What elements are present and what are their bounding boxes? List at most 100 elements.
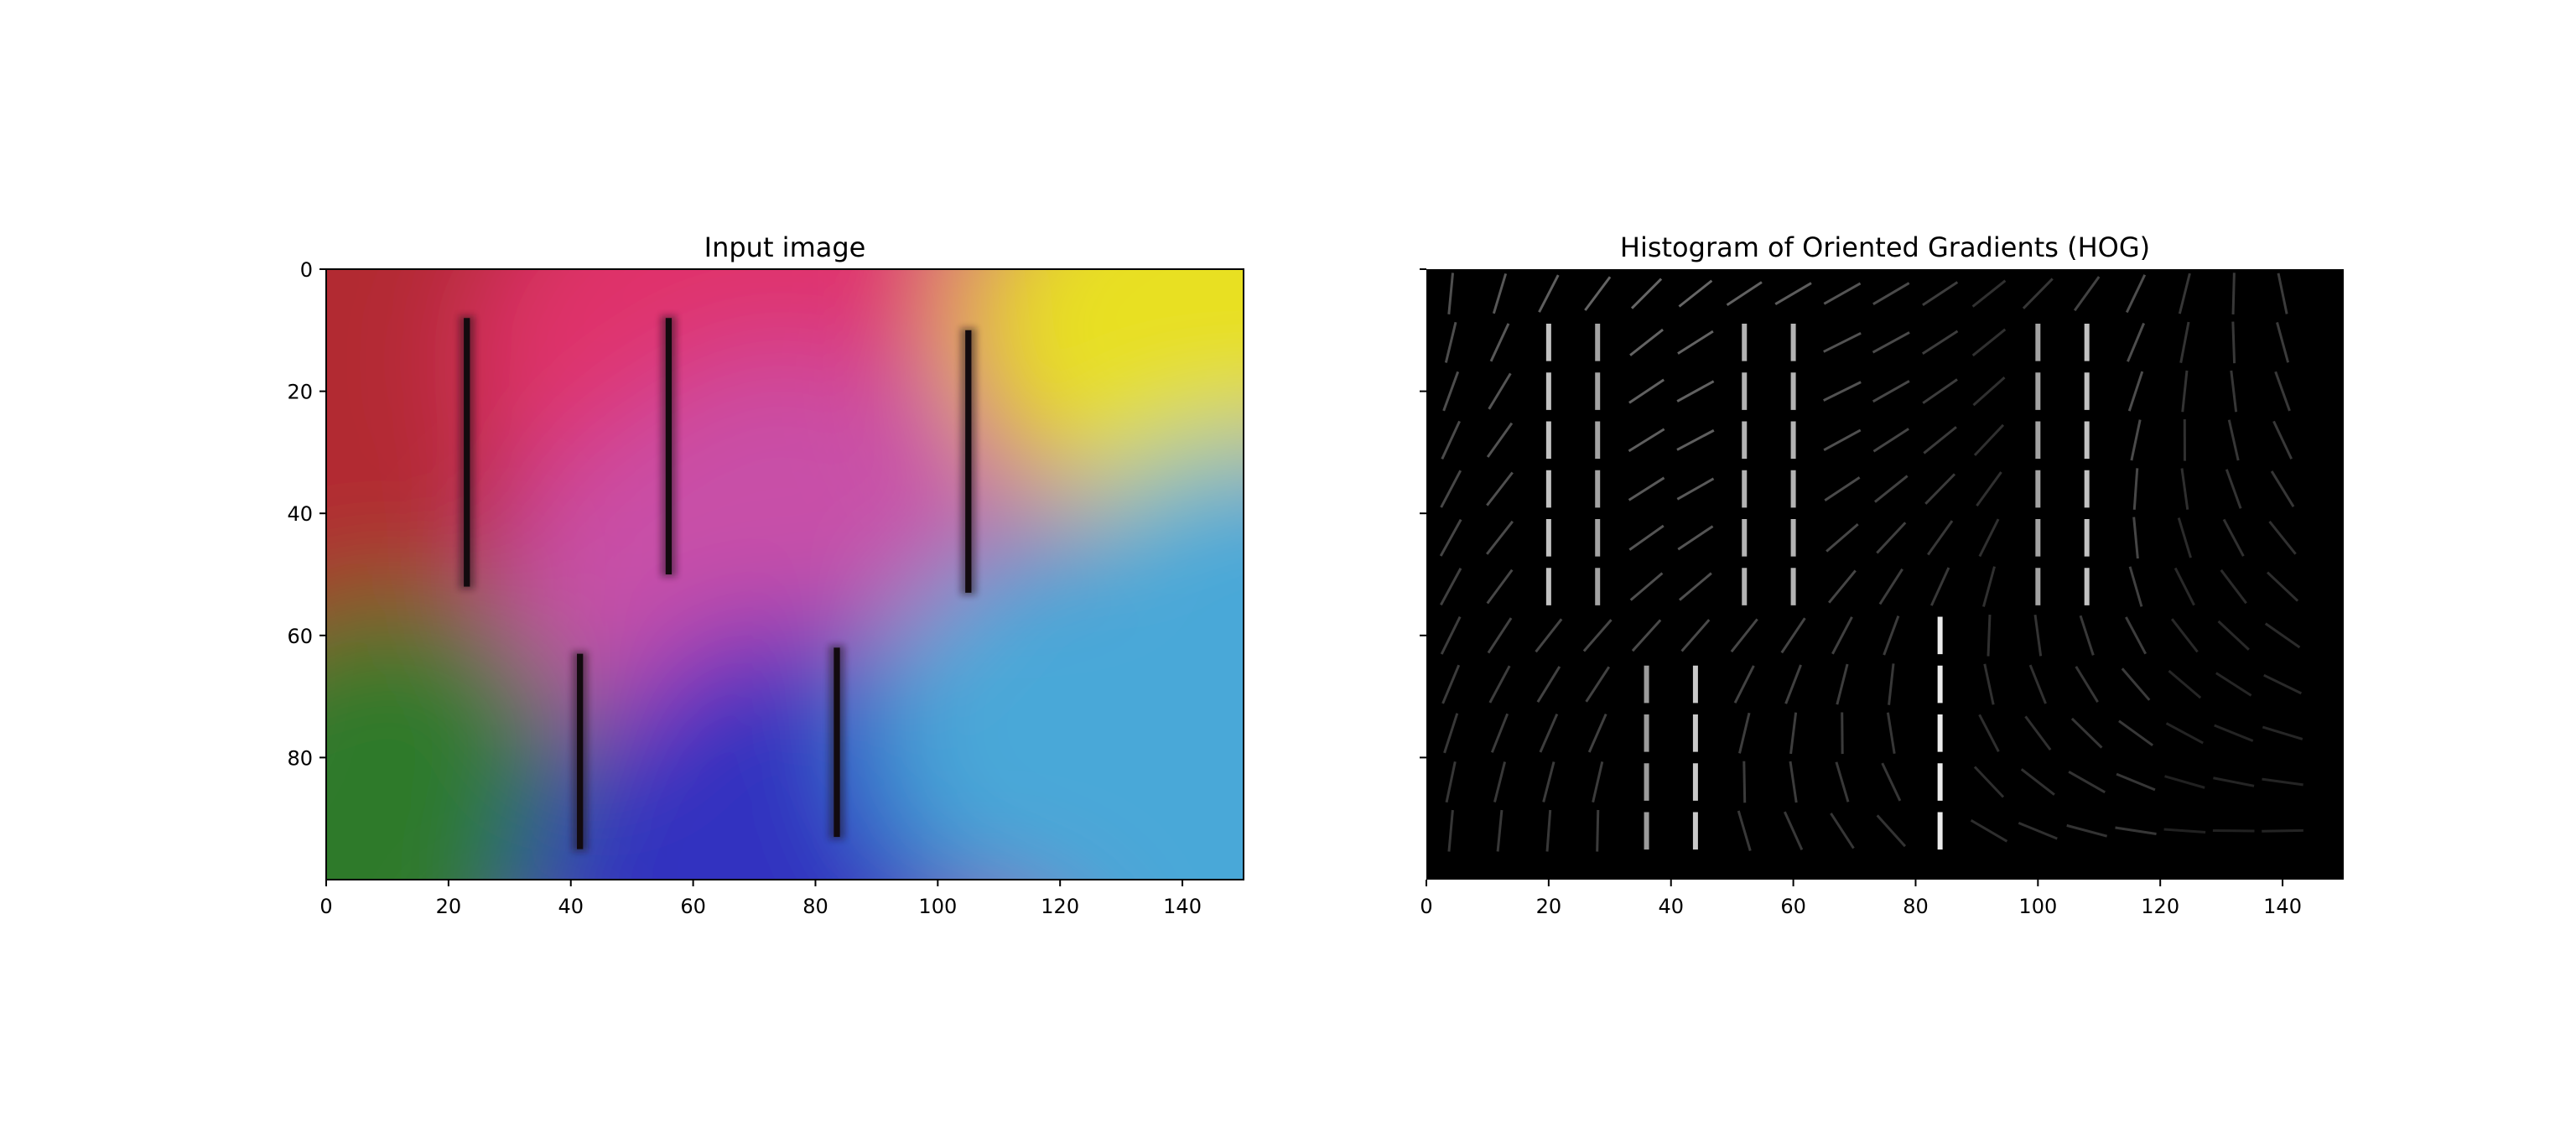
hog-gradient-mark [1780,617,1806,654]
hog-gradient-mark [2066,823,2108,838]
hog-gradient-mark [1440,615,1462,655]
input-image-ytick-label: 20 [287,381,313,404]
hog-gradient-mark [1872,282,1910,305]
hog-gradient-mark [1677,330,1714,355]
hog-gradient-mark [1831,616,1853,655]
hog-gradient-mark [2121,667,2151,701]
hog-gradient-mark [2127,371,2144,412]
hog-gradient-mark [2230,370,2238,413]
hog-gradient-mark [2022,278,2054,309]
hog-gradient-mark [2073,276,2101,312]
hog-gradients [1439,273,2303,852]
hog-gradient-mark [1982,566,1996,607]
hog-gradient-mark [1628,378,1665,404]
hog-gradient-mark [1927,520,1954,556]
hog-gradient-mark [2070,717,2103,749]
hog-gradient-mark [2033,615,2043,657]
hog-gradient-mark [1987,614,1992,657]
hog-gradient-mark [1447,273,1455,314]
hog-gradient-mark [1486,520,1514,555]
hog-gradient-mark [1876,814,1907,848]
hog-gradient-mark [1881,762,1902,802]
input-image-bar [665,318,673,574]
hog-gradient-mark [1677,525,1714,551]
hog-gradient-mark [1486,422,1514,458]
hog-xtick-label: 100 [2018,895,2057,918]
hog-gradient-mark [2213,776,2255,787]
hog-xtick-label: 120 [2141,895,2179,918]
hog-gradient-mark [2116,772,2156,792]
hog-gradient-mark [1978,518,2000,558]
hog-gradient-mark [1726,281,1763,307]
hog-gradient-mark [1628,476,1665,501]
hog-gradient-mark [1872,380,1910,403]
hog-gradient-mark [2263,673,2303,695]
hog-gradient-mark [2125,616,2148,655]
hog-gradient-mark [1789,712,1798,755]
hog-gradient-mark [1445,761,1457,803]
hog-xtick-label: 60 [1780,895,1806,918]
input-image-xtick-label: 60 [680,895,706,918]
hog-xtick-label: 40 [1658,895,1684,918]
hog-gradient-mark [1823,428,1862,452]
hog-gradient-mark [1742,761,1747,803]
hog-gradient-mark [2262,777,2303,787]
hog-gradient-mark [1828,569,1857,604]
hog-gradient-mark [1733,665,1755,704]
hog-gradient-mark [2231,321,2236,364]
input-image-x-axis: 0 20 40 60 80 100 120 140 [319,880,1202,918]
hog-gradient-mark [2227,419,2240,461]
hog-gradient-mark [1888,663,1895,705]
hog-gradient-mark [1774,282,1812,305]
hog-gradient-mark [1826,522,1859,553]
hog-gradient-mark [1441,664,1461,704]
hog-gradient-mark [1836,663,1849,705]
hog-panel: Histogram of Oriented Gradients (HOG) 0 2… [1420,231,2344,918]
hog-gradient-mark [1628,524,1665,551]
input-image-bar [834,647,840,838]
hog-gradient-mark [1489,323,1510,362]
hog-gradient-mark [1973,423,2005,456]
hog-gradient-mark [2164,775,2205,789]
input-image-title: Input image [704,231,866,263]
hog-gradient-mark [1678,279,1713,308]
hog-gradient-mark [1784,664,1802,704]
hog-gradient-mark [1978,714,2000,752]
hog-gradient-mark [2220,569,2247,605]
hog-gradient-mark [2274,371,2291,412]
input-image-frame [325,268,1244,880]
hog-xtick-label: 80 [1903,895,1929,918]
hog-gradient-mark [1536,666,1561,703]
hog-gradient-mark [2118,719,2154,747]
input-image-xtick-label: 20 [436,895,462,918]
hog-gradient-mark [1631,619,1662,652]
input-image-ytick-label: 0 [300,258,313,282]
hog-gradient-mark [1783,811,1804,850]
input-image [326,269,1244,880]
hog-gradient-mark [2079,615,2095,656]
hog-gradient-mark [2168,669,2202,699]
hog-gradient-mark [1444,321,1457,363]
hog-gradient-mark [1878,568,1903,605]
hog-gradient-mark [1835,761,1850,802]
hog-gradient-mark [1976,471,2002,507]
hog-gradient-mark [1488,372,1512,410]
hog-gradient-mark [1730,618,1758,653]
input-image-bar [965,330,972,593]
hog-gradient-mark [2170,618,2199,653]
hog-gradient-mark [2068,770,2106,794]
hog-gradient-mark [1545,809,1552,852]
hog-gradient-mark [2177,517,2192,558]
input-image-colour-field [326,269,1244,880]
hog-gradient-mark [2132,517,2139,559]
hog-gradient-mark [2268,521,2297,555]
input-image-xtick-label: 80 [802,895,828,918]
hog-gradient-mark [1789,761,1798,803]
hog-gradient-mark [2231,273,2236,314]
hog-gradient-mark [1680,619,1711,652]
hog-gradient-mark [1628,428,1665,453]
hog-xtick-label: 140 [2263,895,2302,918]
input-image-xtick-label: 100 [918,895,957,918]
input-image-ytick-label: 80 [287,746,313,770]
input-image-panel: Input image 0 20 40 60 80 100 120 140 0 20 40 60 80 [287,231,1244,918]
